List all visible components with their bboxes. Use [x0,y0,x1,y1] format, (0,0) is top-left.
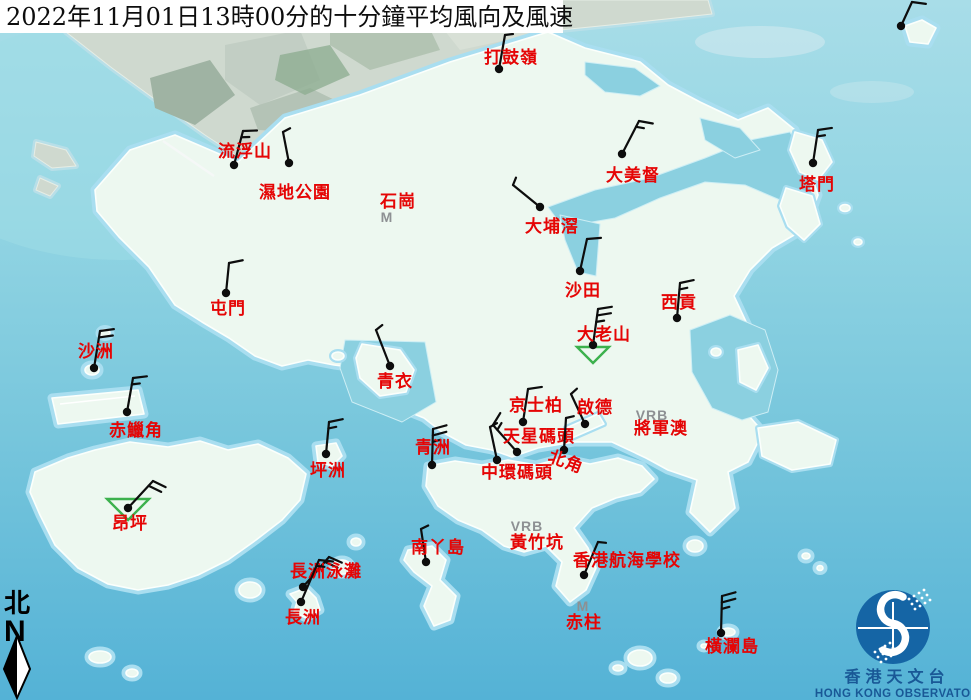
station-label: 南丫島 [411,537,465,558]
station-label: 長洲泳灘 [290,561,362,582]
halftone-dot [926,594,929,597]
hko-wind-map-screen: 打鼓嶺流浮山濕地公園 M 石崗 大美督 塔門大埔滘沙田屯門沙洲赤鱲角 西貢大老山青衣京士柏… [0,0,971,700]
station-badge: VRB [511,518,544,534]
station-dot [428,461,436,469]
halftone-dot [890,655,893,658]
hk-wind-map: 打鼓嶺流浮山濕地公園 M 石崗 大美督 塔門大埔滘沙田屯門沙洲赤鱲角 西貢大老山青衣京士柏… [0,0,971,700]
station-badge: M [577,598,590,614]
station-dot [90,364,98,372]
halftone-dot [895,652,898,655]
halftone-dot [929,599,932,602]
halftone-dot [919,605,922,608]
station-label: 打鼓嶺 [484,47,538,68]
station-label: 京士柏 [509,395,563,416]
wind-barb-tick-full [243,130,257,131]
station-label: 中環碼頭 [481,462,553,483]
station-dot [285,159,293,167]
cloud-streak [830,81,914,103]
halftone-dot [882,653,885,656]
station-label: 將軍澳 [634,418,688,439]
station-label: 塔門 [799,174,835,195]
halftone-dot [887,650,890,653]
station-label: 黃竹坑 [509,532,564,553]
station-dot [322,450,330,458]
station-label: 橫瀾島 [705,636,759,657]
station-label: 濕地公園 [259,182,331,203]
halftone-dot [877,656,880,659]
station-dot [297,598,305,606]
halftone-dot [913,595,916,598]
station-dot [222,289,230,297]
station-dot [519,418,527,426]
map-title: 2022年11月01日13時00分的十分鐘平均風向及風速 [6,3,573,31]
station-label: 青洲 [415,437,451,458]
wind-barb-tick-half [132,383,140,384]
station-label: 西貢 [661,293,697,313]
station-dot [536,203,544,211]
station-dot [809,159,817,167]
halftone-dot [879,648,882,651]
halftone-dot [892,647,895,650]
station-dot [513,448,521,456]
cloud-streak [695,26,825,58]
wind-barb-tick-half [505,34,513,35]
station-label: 大老山 [577,324,631,345]
wind-barb-tick-full [319,560,333,562]
halftone-dot [889,642,892,645]
station-dot [897,22,905,30]
station-dot [230,161,238,169]
station-dot [386,362,394,370]
station-dot [422,558,430,566]
station-label: 大美督 [606,165,660,186]
station-label: 大埔滘 [525,216,579,237]
station-label: 沙田 [565,281,601,301]
halftone-dot [916,600,919,603]
hko-logo-name-en: HONG KONG OBSERVATORY [815,688,971,700]
halftone-dot [914,608,917,611]
wind-barb-tick-half [636,127,644,128]
halftone-dot [884,645,887,648]
wind-barb-tick-half [598,542,606,543]
station-label: 石崗 [379,192,416,212]
station-label: 沙洲 [78,342,114,362]
station-label: 香港航海學校 [573,550,681,571]
wind-barb-tick-half [817,135,825,136]
station-label: 青衣 [377,371,413,392]
station-label: 赤鱲角 [109,420,163,441]
station-label: 啟德 [577,397,613,418]
halftone-dot [885,658,888,661]
wind-barb-tick-half [316,566,324,567]
station-label: 流浮山 [218,141,272,162]
station-label: 屯門 [210,298,246,319]
halftone-dot [924,602,927,605]
station-dot [717,629,725,637]
halftone-dot [921,597,924,600]
station-dot [124,504,132,512]
station-dot [576,267,584,275]
halftone-dot [874,651,877,654]
station-label: 昂坪 [112,514,148,534]
halftone-dot [923,589,926,592]
station-label: 赤柱 [566,612,602,633]
title-bar: 2022年11月01日13時00分的十分鐘平均風向及風速 [0,0,573,33]
station-dot [123,408,131,416]
station-dot [581,420,589,428]
station-label: 坪洲 [310,461,346,481]
station-dot [618,150,626,158]
halftone-dot [911,603,914,606]
wind-barb-tick-full [587,238,601,239]
halftone-dot [918,592,921,595]
station-label: 長洲 [285,608,321,628]
station-dot [673,314,681,322]
hko-logo-name-zh: 香港天文台 [843,667,949,686]
wind-barb-tick-half [596,321,604,322]
halftone-dot [880,661,883,664]
halftone-dot [908,598,911,601]
station-dot [580,571,588,579]
